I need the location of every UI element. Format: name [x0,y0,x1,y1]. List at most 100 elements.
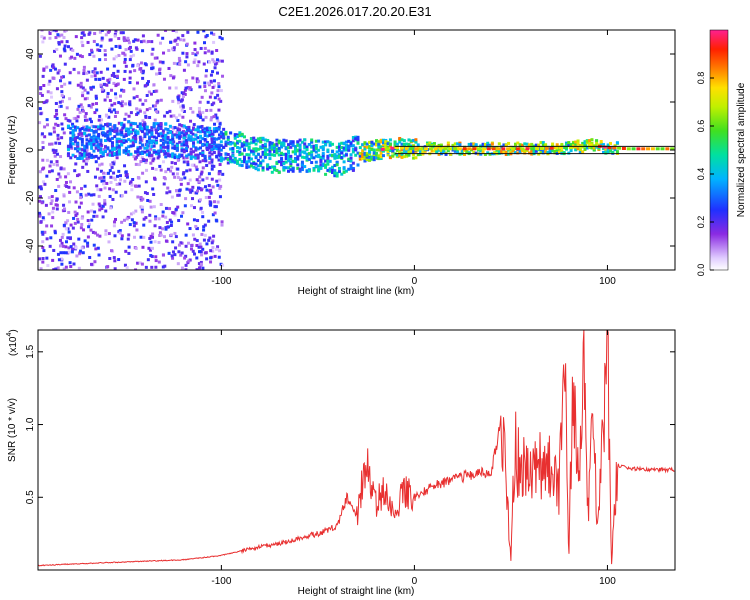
heatmap-cell [604,147,608,151]
heatmap-cell [41,158,45,162]
heatmap-cell [182,140,186,144]
heatmap-cell [196,147,200,151]
heatmap-cell [57,41,61,45]
heatmap-cell [229,147,233,151]
heatmap-cell [231,141,235,145]
heatmap-cell [140,156,144,160]
heatmap-cell [284,157,288,161]
heatmap-cell [145,132,149,136]
heatmap-cell [405,154,409,158]
heatmap-cell [270,165,274,169]
heatmap-cell [182,148,186,152]
heatmap-cell [384,145,388,149]
heatmap-cell [134,184,138,188]
heatmap-cell [127,114,131,118]
heatmap-cell [152,122,156,126]
heatmap-cell [115,150,119,154]
heatmap-cell [195,239,199,243]
heatmap-cell [273,165,277,169]
heatmap-cell [170,220,174,224]
heatmap-cell [527,151,531,155]
heatmap-cell [144,180,148,184]
heatmap-cell [51,216,55,220]
heatmap-cell [146,198,150,202]
heatmap-cell [215,48,219,52]
heatmap-cell [400,148,404,152]
heatmap-cell [104,229,108,233]
heatmap-cell [317,154,321,158]
heatmap-cell [108,194,112,198]
heatmap-cell [307,157,311,161]
heatmap-cell [217,150,221,154]
heatmap-cell [171,153,175,157]
heatmap-cell [470,142,474,146]
heatmap-cell [122,138,126,142]
heatmap-cell [50,142,54,146]
heatmap-cell [198,146,202,150]
heatmap-cell [148,129,152,133]
heatmap-cell [205,142,209,146]
heatmap-cell [106,133,110,137]
heatmap-cell [337,145,341,149]
heatmap-cell [89,105,93,109]
heatmap-cell [186,222,190,226]
heatmap-cell [138,141,142,145]
heatmap-cell [110,151,114,155]
heatmap-cell [181,115,185,119]
heatmap-cell [539,150,543,154]
heatmap-cell [137,163,141,167]
heatmap-cell [201,128,205,132]
heatmap-cell [462,147,467,151]
heatmap-cell [407,147,411,151]
heatmap-cell [184,233,188,237]
heatmap-cell [261,166,265,170]
heatmap-cell [117,148,121,152]
heatmap-cell [335,145,339,149]
heatmap-cell [231,146,235,150]
heatmap-cell [438,147,443,151]
heatmap-cell [328,153,332,157]
heatmap-cell [129,152,133,156]
heatmap-cell [384,143,388,147]
heatmap-cell [127,245,131,249]
heatmap-cell [49,236,53,240]
heatmap-cell [117,137,121,141]
heatmap-cell [161,36,165,40]
heatmap-cell [124,151,128,155]
heatmap-cell [59,104,63,108]
heatmap-cell [321,164,325,168]
heatmap-cell [211,249,215,253]
heatmap-cell [284,160,288,164]
heatmap-cell [310,144,314,148]
heatmap-cell [282,138,286,142]
heatmap-cell [80,134,84,138]
heatmap-cell [123,53,127,57]
heatmap-cell [194,137,198,141]
heatmap-cell [218,122,222,126]
heatmap-cell [192,60,196,64]
heatmap-cell [51,258,55,262]
heatmap-cell [81,165,85,169]
heatmap-cell [337,166,341,170]
heatmap-cell [544,143,548,147]
heatmap-cell [559,146,564,150]
heatmap-cell [97,156,101,160]
heatmap-cell [300,150,304,154]
heatmap-cell [124,170,128,174]
heatmap-cell [275,149,279,153]
heatmap-cell [112,160,116,164]
heatmap-cell [388,149,392,153]
heatmap-cell [163,151,167,155]
heatmap-cell [331,142,335,146]
heatmap-cell [120,234,124,238]
heatmap-cell [510,147,515,151]
heatmap-cell [139,160,143,164]
heatmap-cell [178,154,182,158]
heatmap-cell [216,245,220,249]
heatmap-cell [268,153,272,157]
heatmap-cell [138,67,142,71]
heatmap-cell [67,185,71,189]
heatmap-cell [176,158,180,162]
heatmap-cell [217,255,221,259]
heatmap-cell [393,152,397,156]
